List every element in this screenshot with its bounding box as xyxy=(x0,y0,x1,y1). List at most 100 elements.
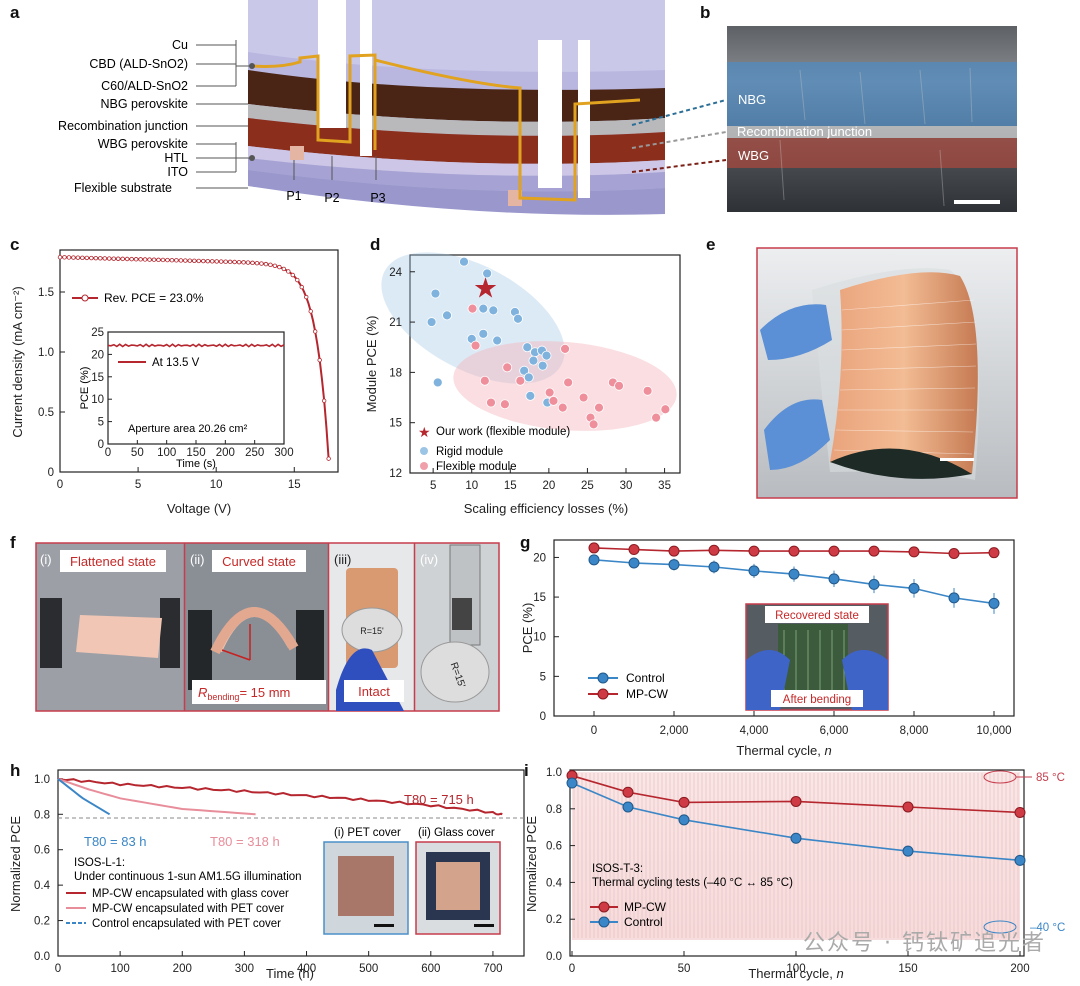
flat-state-label: Flattened state xyxy=(70,554,156,569)
legend-label: Control xyxy=(624,915,663,929)
y-tick-label: 0.4 xyxy=(546,877,563,889)
jv-ylabel: Current density (mA cm⁻²) xyxy=(10,286,25,437)
data-point xyxy=(790,795,802,807)
rigid-point xyxy=(537,360,548,371)
y-tick-label: 1.5 xyxy=(38,287,54,299)
y-tick-label: 1.0 xyxy=(546,767,562,779)
jv-point xyxy=(268,262,273,268)
g-xlabel: Thermal cycle, n xyxy=(736,743,831,758)
flexible-point xyxy=(594,402,604,413)
series-line xyxy=(571,782,1021,862)
panel-label-c: c xyxy=(10,235,19,254)
jv-point xyxy=(201,258,206,264)
inset-y-tick-label: 5 xyxy=(98,417,104,429)
x-tick-label: 500 xyxy=(359,963,378,975)
inset-x-tick-label: 50 xyxy=(131,447,144,459)
data-point xyxy=(668,545,680,557)
data-point xyxy=(668,559,680,571)
cylinder-label: R=15' xyxy=(360,626,384,636)
jv-point xyxy=(75,255,81,260)
x-tick-label: 0 xyxy=(55,963,61,975)
jv-point xyxy=(295,277,300,283)
x-tick-label: 100 xyxy=(111,963,130,975)
data-point xyxy=(828,545,840,557)
scribe-p1: P1 xyxy=(286,189,301,203)
jv-point xyxy=(151,257,157,262)
isos-l1-label: ISOS-L-1: xyxy=(74,857,125,869)
rigid-point xyxy=(478,328,489,339)
y-tick-label: 20 xyxy=(533,552,546,564)
x-tick-label: 0 xyxy=(57,479,63,491)
jv-point xyxy=(210,259,215,264)
g-legend: Control MP-CW xyxy=(588,671,669,701)
x-tick-label: 10 xyxy=(210,479,223,491)
legend-label: Our work (flexible module) xyxy=(436,426,570,438)
x-tick-label: 300 xyxy=(235,963,254,975)
data-point xyxy=(948,547,960,559)
jv-point xyxy=(187,258,193,263)
d-xlabel: Scaling efficiency losses (%) xyxy=(464,501,629,516)
rigid-point xyxy=(513,313,523,324)
y-tick-label: 21 xyxy=(389,317,402,329)
jv-inset: 0 50 100 150 200 250 300 0 5 10 15 20 25 At 13.5 V A… xyxy=(79,327,294,470)
data-point xyxy=(908,546,920,558)
jv-point xyxy=(165,257,170,263)
after-bending-label: After bending xyxy=(783,694,851,706)
panel-label-g: g xyxy=(520,533,530,552)
inset-x-tick-label: 100 xyxy=(157,447,176,459)
rigid-point xyxy=(459,256,469,267)
y-tick-label: 0.8 xyxy=(546,804,562,816)
x-tick-label: 10,000 xyxy=(976,725,1011,737)
device-schematic xyxy=(235,0,727,215)
rigid-point xyxy=(541,350,552,361)
data-point xyxy=(828,573,840,585)
layer-label: ITO xyxy=(167,165,188,179)
h-legend: MP-CW encapsulated with glass cover MP-C… xyxy=(66,888,289,930)
rigid-point xyxy=(519,365,530,376)
data-point xyxy=(588,554,600,566)
panel-label-b: b xyxy=(700,3,710,22)
jv-point xyxy=(259,261,264,266)
data-point xyxy=(788,568,800,580)
jv-point xyxy=(169,258,175,263)
x-tick-label: 150 xyxy=(898,963,917,975)
jv-point xyxy=(147,257,152,262)
jv-point xyxy=(232,259,237,265)
x-tick-label: 15 xyxy=(288,479,301,491)
layer-label: HTL xyxy=(164,151,188,165)
layer-label: NBG perovskite xyxy=(100,97,188,111)
series-line xyxy=(57,777,503,816)
series-line xyxy=(57,778,111,816)
thermal-cycling-chart: 0 50 100 150 200 0.0 0.2 0.4 0.6 0.8 1.0 85 °C –40… xyxy=(524,767,1065,981)
temp-low-label: –40 °C xyxy=(1030,922,1065,934)
g-ylabel: PCE (%) xyxy=(520,603,535,654)
scribe-p3: P3 xyxy=(370,191,385,205)
jv-point xyxy=(286,269,291,274)
h-inset-photos: (i) PET cover (ii) Glass cover xyxy=(323,827,501,935)
x-tick-label: 0 xyxy=(591,725,597,737)
flexible-point xyxy=(614,380,624,391)
jv-point xyxy=(236,259,242,265)
jv-point xyxy=(312,329,318,334)
jv-point xyxy=(299,284,304,290)
y-tick-label: 5 xyxy=(540,671,546,683)
sem-label-wbg: WBG xyxy=(738,148,769,163)
data-point xyxy=(628,544,640,556)
layer-arrow-lines xyxy=(196,44,248,189)
isos-t3-label: ISOS-T-3: xyxy=(592,863,643,875)
legend-label: Rigid module xyxy=(436,446,503,458)
legend-label: MP-CW encapsulated with PET cover xyxy=(92,903,284,915)
y-tick-label: 0.8 xyxy=(34,809,50,821)
inset-y-tick-label: 10 xyxy=(91,394,104,406)
y-tick-label: 1.0 xyxy=(34,774,50,786)
jv-point xyxy=(254,260,260,266)
data-point xyxy=(708,561,720,573)
legend-label: MP-CW xyxy=(626,687,669,701)
flexible-point xyxy=(486,397,496,408)
data-point xyxy=(678,796,690,808)
flex-state-iv: (iv) xyxy=(420,552,438,567)
inset-y-tick-label: 0 xyxy=(98,439,104,451)
jv-point xyxy=(290,272,296,278)
data-point xyxy=(788,545,800,557)
